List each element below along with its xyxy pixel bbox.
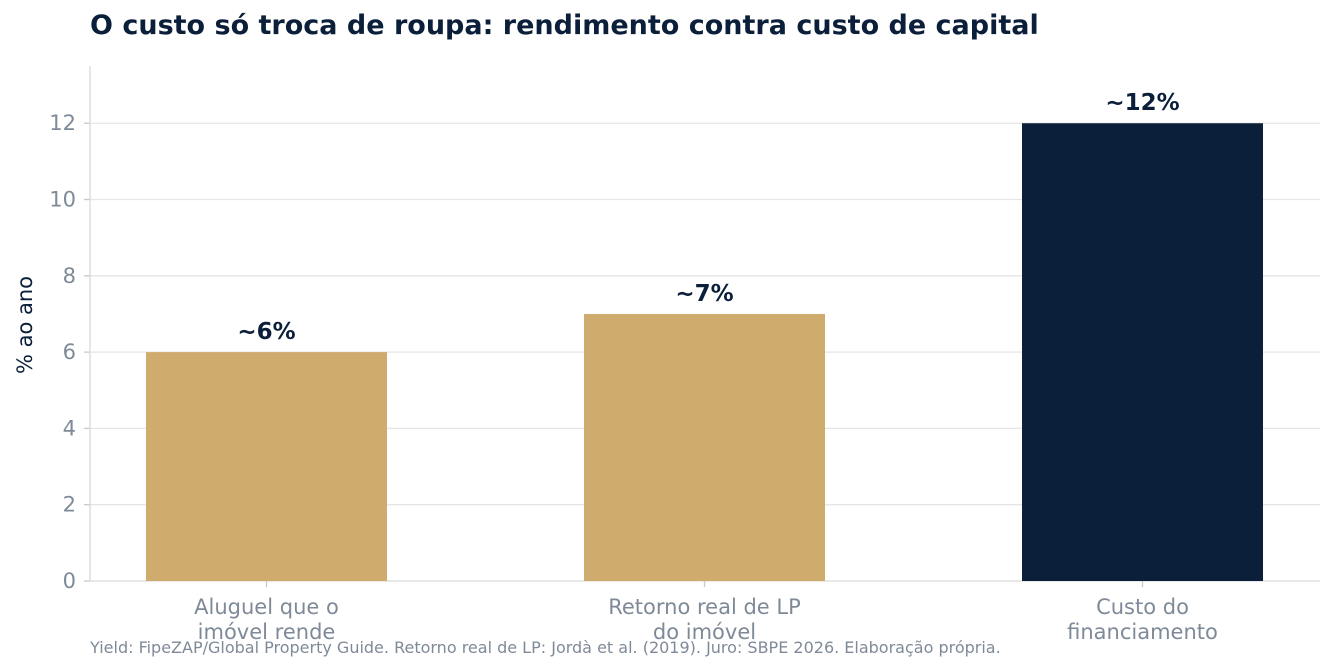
data-label-3: ~12% [1105, 90, 1179, 116]
y-axis-title: % ao ano [13, 276, 37, 374]
category-label-1: Aluguel que o imóvel rende [194, 595, 339, 644]
data-label-1: ~6% [237, 319, 295, 345]
labels: ~6% Aluguel que o imóvel rende ~7% Retorno r… [194, 90, 1218, 644]
bar-2 [584, 313, 825, 581]
source-note: Yield: FipeZAP/Global Property Guide. Re… [90, 638, 1001, 657]
category-label-line: financiamento [1067, 620, 1218, 644]
category-label-line: do imóvel [653, 620, 756, 644]
y-tick-label: 6 [63, 340, 76, 364]
bar-3 [1022, 123, 1263, 581]
category-label-line: Custo do [1096, 595, 1189, 619]
y-tick-label: 10 [49, 188, 76, 212]
category-label-line: Retorno real de LP [608, 595, 801, 619]
y-tick-label: 8 [63, 264, 76, 288]
y-tick-label: 4 [63, 416, 76, 440]
y-tick-label: 0 [63, 569, 76, 593]
category-label-line: imóvel rende [198, 620, 336, 644]
category-label-line: Aluguel que o [194, 595, 339, 619]
category-label-3: Custo do financiamento [1067, 595, 1218, 644]
category-label-2: Retorno real de LP do imóvel [608, 595, 801, 644]
y-tick-label: 2 [63, 493, 76, 517]
data-label-2: ~7% [675, 281, 733, 307]
bars [146, 123, 1263, 581]
bar-1 [146, 352, 387, 581]
chart-title: O custo só troca de roupa: rendimento co… [90, 10, 1039, 41]
y-tick-label: 12 [49, 111, 76, 135]
